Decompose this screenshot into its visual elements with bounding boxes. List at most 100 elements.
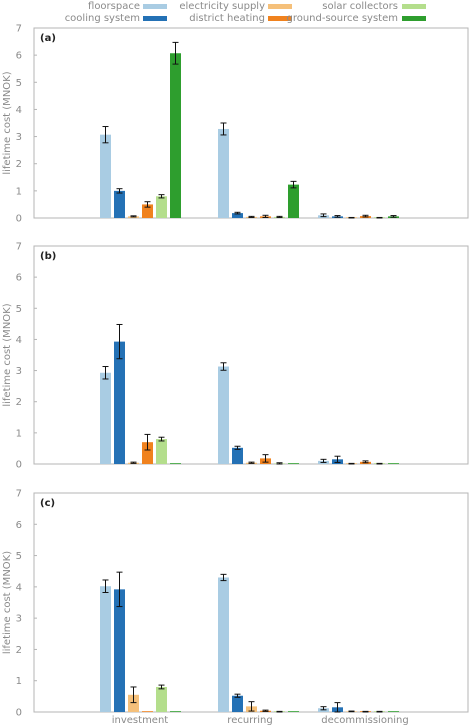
legend-entry: cooling system xyxy=(65,13,167,24)
y-tick-label: 4 xyxy=(16,105,22,116)
y-tick-label: 4 xyxy=(16,582,22,593)
x-tick-label: recurring xyxy=(227,715,272,726)
legend-label: solar collectors xyxy=(322,1,398,12)
bar xyxy=(156,196,167,218)
legend-label: district heating xyxy=(189,13,265,24)
error-bar xyxy=(248,215,255,218)
error-bar xyxy=(262,709,269,712)
legend-entry: electricity supply xyxy=(179,1,292,12)
error-bar xyxy=(334,455,341,463)
error-bar xyxy=(348,710,355,713)
error-bar xyxy=(248,701,255,712)
y-tick-label: 0 xyxy=(16,708,22,719)
bar xyxy=(218,577,229,712)
x-tick-label: decommissioning xyxy=(321,715,409,726)
error-bar xyxy=(262,214,269,218)
plot-frame xyxy=(33,492,469,713)
error-bar xyxy=(320,213,327,218)
error-bar xyxy=(102,366,109,380)
error-bar xyxy=(362,214,369,218)
y-tick-label: 6 xyxy=(16,51,22,62)
legend-swatch xyxy=(268,4,292,9)
error-bar xyxy=(348,462,355,465)
error-bar xyxy=(220,573,227,582)
bar xyxy=(232,695,243,712)
y-tick-label: 2 xyxy=(16,397,22,408)
legend-label: ground-source system xyxy=(286,13,398,24)
y-tick-label: 6 xyxy=(16,520,22,531)
error-bar xyxy=(276,462,283,465)
error-bar xyxy=(116,571,123,608)
y-axis-label: lifetime cost (MNOK) xyxy=(2,303,13,406)
error-bar xyxy=(116,323,123,360)
y-tick-label: 3 xyxy=(16,614,22,625)
y-tick-label: 3 xyxy=(16,132,22,143)
chart-panel: 0 1 2 3 4 5 6 7 lifetime cost (MNOK) (c) xyxy=(2,489,469,719)
error-bar xyxy=(130,461,137,464)
panel-label: (a) xyxy=(40,33,56,44)
error-bar xyxy=(144,201,151,208)
y-axis-label: lifetime cost (MNOK) xyxy=(2,551,13,654)
panel-label: (c) xyxy=(40,498,55,509)
bar xyxy=(232,447,243,464)
legend-label: floorspace xyxy=(88,1,140,12)
legend-label: cooling system xyxy=(65,13,140,24)
error-bar xyxy=(390,215,397,218)
y-tick-label: 2 xyxy=(16,645,22,656)
error-bar xyxy=(320,706,327,711)
bar xyxy=(142,204,153,218)
bar xyxy=(100,372,111,464)
y-tick-label: 6 xyxy=(16,273,22,284)
bar xyxy=(128,694,139,712)
error-bar xyxy=(362,710,369,713)
y-tick-label: 5 xyxy=(16,304,22,315)
error-bar xyxy=(158,436,165,442)
x-tick-label: investment xyxy=(112,715,169,726)
y-tick-label: 2 xyxy=(16,159,22,170)
error-bar xyxy=(158,194,165,199)
error-bar xyxy=(248,461,255,464)
bar xyxy=(170,463,181,464)
y-tick-label: 7 xyxy=(16,242,22,253)
plot-frame xyxy=(33,27,469,219)
y-tick-label: 1 xyxy=(16,676,22,687)
bar xyxy=(288,711,299,712)
legend-entry: ground-source system xyxy=(286,13,426,24)
error-bar xyxy=(234,211,241,215)
bar xyxy=(218,128,229,218)
y-tick-label: 3 xyxy=(16,366,22,377)
legend-entry: floorspace xyxy=(88,1,167,12)
bar xyxy=(142,711,153,712)
y-axis-label: lifetime cost (MNOK) xyxy=(2,71,13,174)
legend-label: electricity supply xyxy=(179,1,265,12)
legend-swatch xyxy=(143,16,167,21)
y-tick-label: 5 xyxy=(16,551,22,562)
legend-entry: district heating xyxy=(189,13,292,24)
error-bar xyxy=(320,458,327,463)
legend-swatch xyxy=(143,4,167,9)
error-bar xyxy=(334,702,341,713)
chart-panel: 0 1 2 3 4 5 6 7 lifetime cost (MNOK) (b) xyxy=(2,242,469,471)
error-bar xyxy=(376,710,383,713)
legend-swatch xyxy=(402,16,426,21)
bar xyxy=(100,134,111,218)
y-tick-label: 7 xyxy=(16,24,22,35)
y-tick-label: 1 xyxy=(16,186,22,197)
y-tick-label: 4 xyxy=(16,335,22,346)
error-bar xyxy=(276,215,283,218)
bar xyxy=(170,711,181,712)
error-bar xyxy=(172,41,179,65)
y-tick-label: 0 xyxy=(16,460,22,471)
error-bar xyxy=(102,126,109,144)
bar xyxy=(232,213,243,218)
y-tick-label: 7 xyxy=(16,489,22,500)
chart-panel: 0 1 2 3 4 5 6 7 lifetime cost (MNOK) (a) xyxy=(2,24,469,225)
bar xyxy=(114,589,125,712)
plot-frame xyxy=(33,245,469,465)
bar xyxy=(388,463,399,464)
error-bar xyxy=(144,433,151,451)
error-bar xyxy=(116,188,123,194)
error-bar xyxy=(362,460,369,464)
bar xyxy=(156,686,167,712)
